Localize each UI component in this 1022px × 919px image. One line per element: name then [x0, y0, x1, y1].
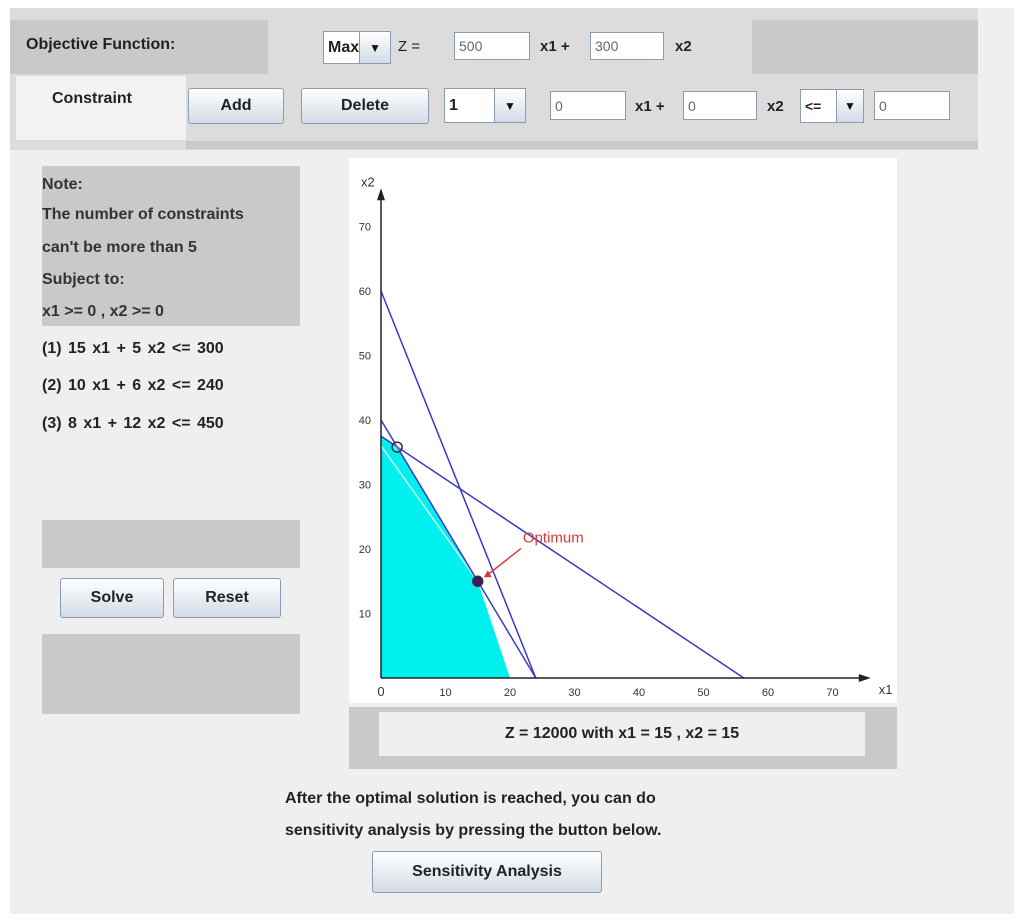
result-text: Z = 12000 with x1 = 15 , x2 = 15 — [504, 725, 740, 742]
constraint-x1-label: x1 + — [635, 98, 665, 115]
constraint-line — [380, 435, 745, 679]
note-subject-to: Subject to: — [42, 271, 125, 288]
note-title: Note: — [42, 176, 83, 193]
x-tick-label: 70 — [826, 687, 838, 699]
objective-label-block — [10, 20, 268, 74]
x-tick-label: 40 — [633, 687, 645, 699]
feasible-region — [381, 436, 510, 678]
objective-x1-label: x1 + — [540, 38, 570, 55]
constraint-item: (1) 15 x1 + 5 x2 <= 300 — [42, 340, 224, 357]
constraint-index-value: 1 — [449, 96, 458, 114]
footer-line: After the optimal solution is reached, y… — [285, 790, 656, 807]
y-tick-label: 30 — [359, 480, 371, 492]
chevron-down-icon: ▼ — [836, 90, 863, 122]
constraint-line — [380, 419, 537, 679]
lp-graph: 0 10 20 30 40 50 60 70 10 20 30 40 50 60 70 x1 x2 Optimum — [349, 158, 897, 703]
constraint-rhs-input[interactable] — [874, 91, 950, 120]
lp-graph-svg: 0 10 20 30 40 50 60 70 10 20 30 40 50 60 70 x1 x2 Optimum — [359, 174, 893, 699]
constraint-a1-input[interactable] — [550, 91, 626, 120]
x-tick-label: 20 — [504, 687, 516, 699]
objective-x2-label: x2 — [675, 38, 692, 55]
note-line: The number of constraints — [42, 206, 244, 223]
constraint-tab[interactable]: Constraint — [16, 76, 186, 140]
solve-button[interactable]: Solve — [60, 578, 164, 618]
note-line: can't be more than 5 — [42, 239, 197, 256]
delete-button[interactable]: Delete — [301, 88, 429, 124]
y-tick-label: 40 — [359, 415, 371, 427]
chevron-down-icon: ▼ — [359, 32, 390, 63]
y-axis-arrow-icon — [377, 188, 385, 201]
app-window: Objective Function: Max ▼ Z = x1 + x2 Co… — [10, 8, 1014, 914]
optimum-label: Optimum — [523, 530, 584, 547]
add-button[interactable]: Add — [188, 88, 284, 124]
result-box: Z = 12000 with x1 = 15 , x2 = 15 — [379, 712, 865, 756]
vertex-point — [472, 575, 484, 587]
chevron-down-icon: ▼ — [494, 89, 525, 122]
reset-button[interactable]: Reset — [173, 578, 281, 618]
constraint-index-select[interactable]: 1 ▼ — [444, 88, 526, 123]
objective-right-block — [752, 20, 978, 74]
z-label: Z = — [398, 38, 421, 55]
constraint-operator-select[interactable]: <= ▼ — [800, 89, 864, 123]
x-axis-label: x1 — [879, 682, 893, 697]
constraint-line — [380, 290, 537, 679]
x-tick-label: 0 — [377, 684, 384, 699]
constraint-tab-label: Constraint — [52, 90, 132, 107]
constraint-item: (3) 8 x1 + 12 x2 <= 450 — [42, 415, 224, 432]
y-tick-label: 20 — [359, 544, 371, 556]
objective-type-value: Max — [328, 38, 360, 56]
constraint-operator-value: <= — [805, 98, 822, 114]
y-tick-label: 70 — [359, 222, 371, 234]
note-nonnegativity: x1 >= 0 , x2 >= 0 — [42, 303, 164, 320]
left-gray-block — [42, 520, 300, 568]
y-axis-label: x2 — [361, 174, 375, 189]
y-tick-label: 50 — [359, 351, 371, 363]
y-tick-label: 10 — [359, 609, 371, 621]
note-panel — [42, 166, 300, 326]
separator — [186, 141, 978, 149]
sensitivity-analysis-button[interactable]: Sensitivity Analysis — [372, 851, 602, 893]
constraint-x2-label: x2 — [767, 98, 784, 115]
x-axis-arrow-icon — [858, 674, 871, 682]
objective-type-select[interactable]: Max ▼ — [323, 31, 391, 64]
left-gray-block — [42, 634, 300, 714]
objective-c2-input[interactable] — [590, 32, 664, 60]
y-tick-label: 60 — [359, 286, 371, 298]
optimum-arrow-line — [485, 547, 522, 577]
x-tick-label: 50 — [697, 687, 709, 699]
x-tick-label: 10 — [439, 687, 451, 699]
objective-c1-input[interactable] — [454, 32, 530, 60]
constraint-a2-input[interactable] — [683, 91, 757, 120]
x-tick-label: 60 — [762, 687, 774, 699]
optimum-arrow-icon — [483, 570, 492, 578]
objective-label: Objective Function: — [26, 36, 176, 53]
constraint-item: (2) 10 x1 + 6 x2 <= 240 — [42, 377, 224, 394]
footer-line: sensitivity analysis by pressing the but… — [285, 822, 662, 839]
objective-guide-line — [380, 445, 479, 582]
x-tick-label: 30 — [568, 687, 580, 699]
vertex-point — [391, 441, 403, 453]
